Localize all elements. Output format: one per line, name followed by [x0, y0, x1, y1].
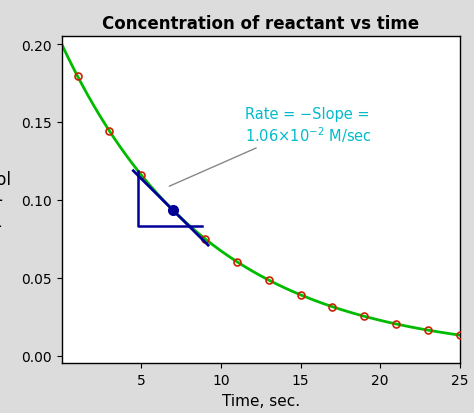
Text: Rate = −Slope =
1.06×10$^{-2}$ M/sec: Rate = −Slope = 1.06×10$^{-2}$ M/sec	[169, 107, 372, 187]
Y-axis label: mol
─
L: mol ─ L	[0, 171, 12, 230]
X-axis label: Time, sec.: Time, sec.	[222, 393, 300, 408]
Title: Concentration of reactant vs time: Concentration of reactant vs time	[102, 15, 419, 33]
